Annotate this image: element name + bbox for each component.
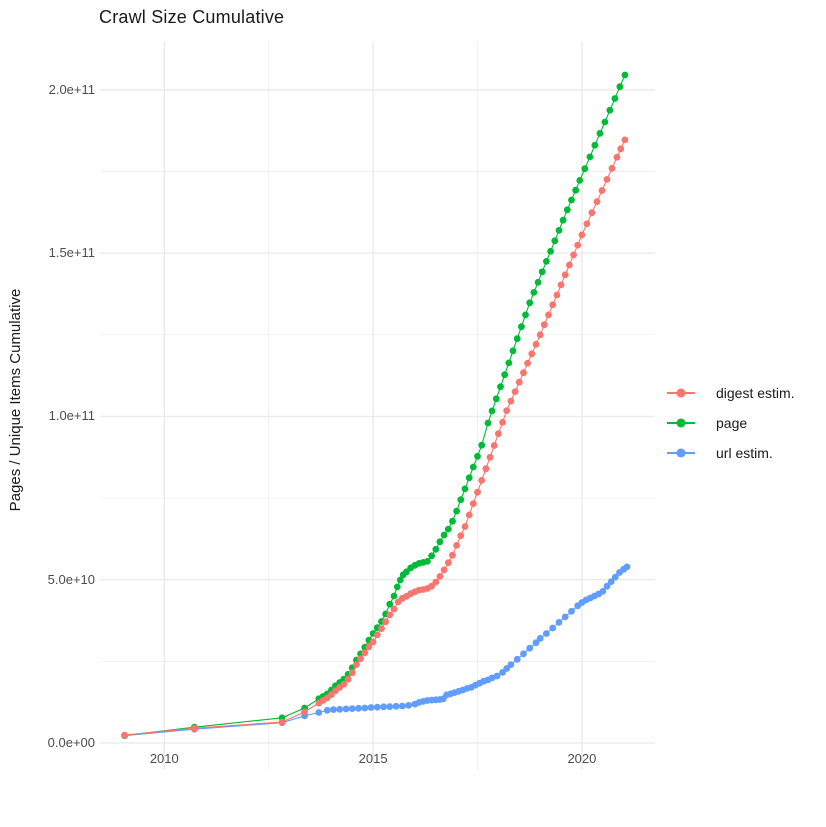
legend-label: digest estim.	[716, 385, 795, 401]
y-axis-title: Pages / Unique Items Cumulative	[7, 288, 24, 512]
legend: digest estim. page url estim.	[666, 378, 795, 468]
legend-item-digest: digest estim.	[666, 378, 795, 408]
y-tick-label: 1.0e+11	[48, 408, 95, 424]
legend-item-url: url estim.	[666, 438, 795, 468]
legend-label: url estim.	[716, 445, 773, 461]
x-tick-label: 2010	[149, 751, 179, 766]
y-tick-label: 2.0e+11	[48, 81, 95, 97]
x-tick-label: 2015	[358, 751, 388, 766]
legend-item-page: page	[666, 408, 795, 438]
legend-key-digest-icon	[667, 388, 695, 398]
chart-title: Crawl Size Cumulative	[99, 7, 285, 27]
legend-key-url-icon	[667, 448, 695, 458]
legend-label: page	[716, 415, 748, 431]
legend-key-page-icon	[667, 418, 695, 428]
y-tick-label: 1.5e+11	[48, 245, 95, 261]
y-tick-label: 5.0e+10	[47, 571, 95, 587]
x-tick-label: 2020	[567, 751, 597, 766]
y-tick-label: 0.0e+00	[47, 734, 95, 750]
